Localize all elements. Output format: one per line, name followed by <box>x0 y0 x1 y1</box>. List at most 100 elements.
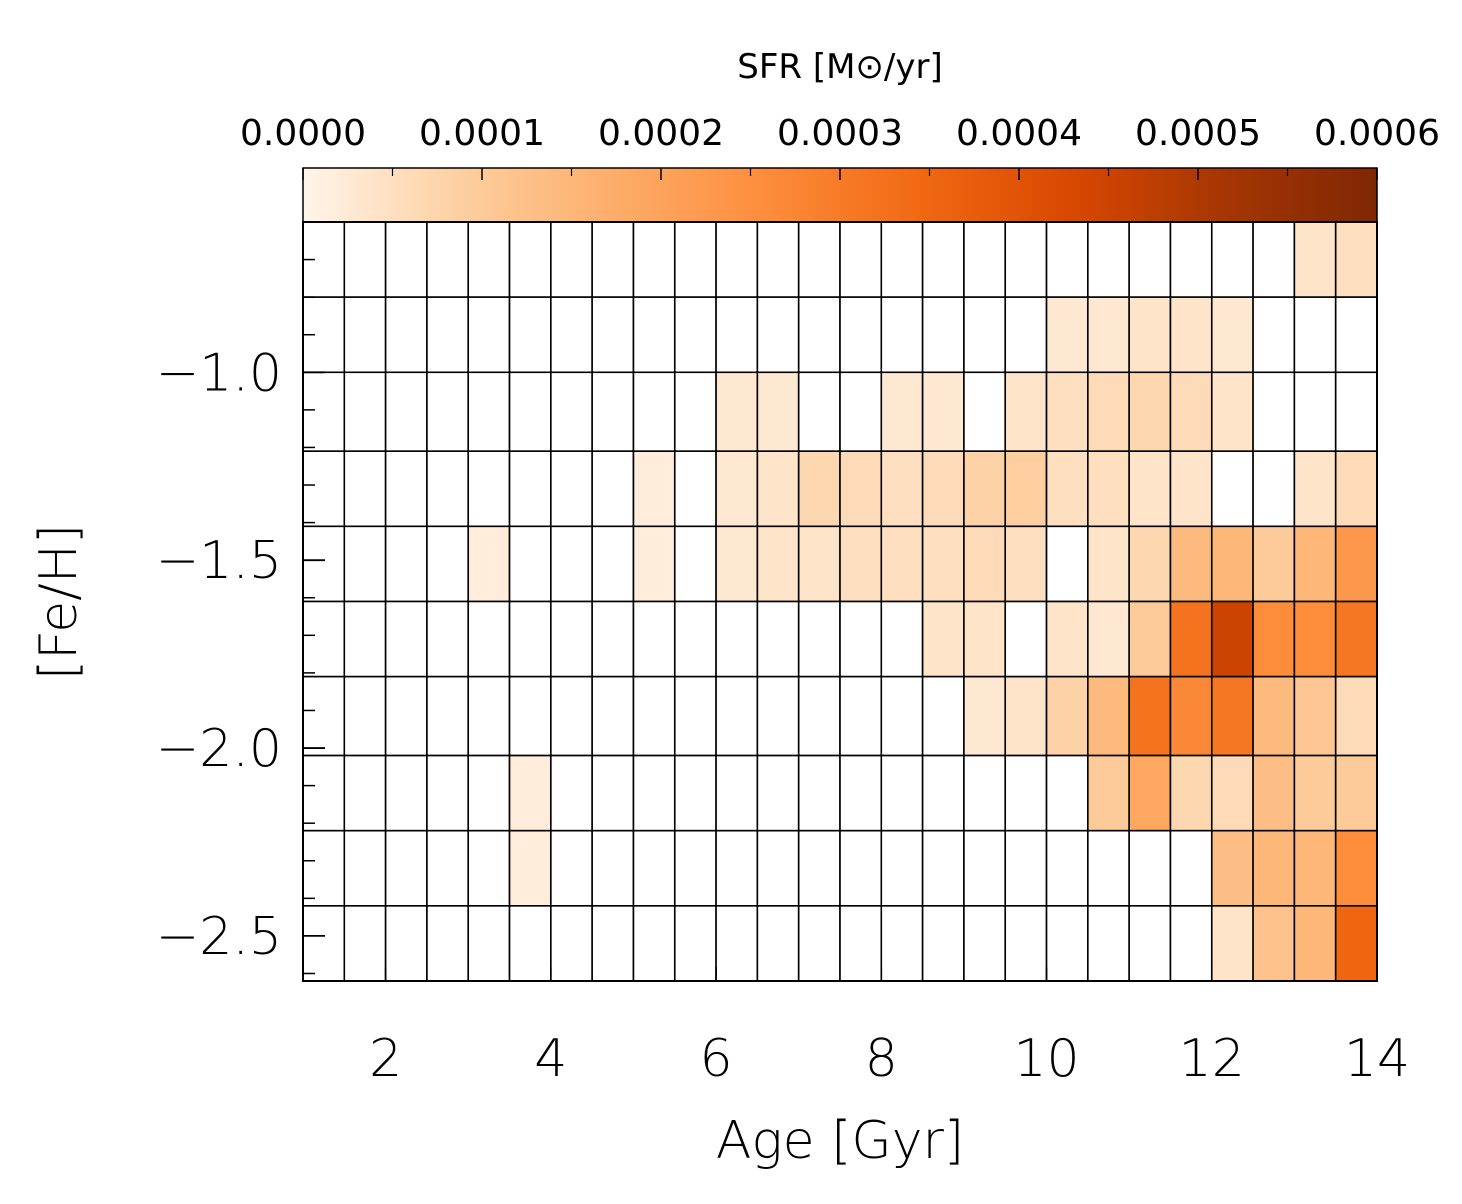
plot-frame <box>302 221 1378 982</box>
heatmap-cell <box>550 450 593 528</box>
heatmap-cell <box>467 371 511 453</box>
heatmap-cell <box>302 525 346 603</box>
heatmap-cell <box>1210 600 1254 678</box>
heatmap-cell <box>880 221 924 298</box>
heatmap-cell <box>591 675 635 757</box>
heatmap-cell <box>1087 829 1130 907</box>
heatmap-cell <box>1210 829 1254 907</box>
heatmap-cell <box>1334 371 1378 453</box>
heatmap-cell <box>508 450 552 528</box>
heatmap-cell <box>1045 905 1089 982</box>
heatmap-cell <box>673 600 717 678</box>
heatmap-cell <box>384 905 428 982</box>
heatmap-cell <box>467 450 511 528</box>
heatmap-cell <box>1169 296 1213 374</box>
heatmap-cell <box>1128 221 1172 298</box>
y-tick-label: −1.5 <box>156 531 282 591</box>
x-tick-label: 6 <box>700 1029 733 1089</box>
heatmap-cell <box>1169 221 1213 298</box>
heatmap-cell <box>467 221 511 298</box>
heatmap-cell <box>715 525 759 603</box>
heatmap-cell <box>963 221 1007 298</box>
heatmap-cell <box>1128 905 1172 982</box>
heatmap-cell <box>1293 371 1337 453</box>
heatmap-cell <box>508 371 552 453</box>
colorbar-tick-label: 0.0000 <box>240 113 366 154</box>
x-tick-label: 10 <box>1013 1029 1079 1089</box>
heatmap-cell <box>880 829 924 907</box>
colorbar-tick-label: 0.0004 <box>956 113 1082 154</box>
heatmap-cell <box>756 371 800 453</box>
heatmap-cell <box>1004 600 1048 678</box>
heatmap-cell <box>1004 296 1048 374</box>
heatmap-cell <box>1169 600 1213 678</box>
heatmap-cell <box>1128 525 1172 603</box>
heatmap-cells <box>302 221 1378 982</box>
heatmap-cell <box>880 675 924 757</box>
heatmap-cell <box>384 221 428 298</box>
heatmap-cell <box>302 600 346 678</box>
heatmap-cell <box>963 905 1007 982</box>
heatmap-cell <box>715 675 759 757</box>
heatmap-cell <box>467 675 511 757</box>
colorbar-tick-label: 0.0005 <box>1135 113 1261 154</box>
heatmap-cell <box>384 829 428 907</box>
heatmap-cell <box>426 450 470 528</box>
heatmap-cell <box>591 525 635 603</box>
y-tick-label: −2.5 <box>156 907 282 967</box>
heatmap-cell <box>797 525 841 603</box>
heatmap-cell <box>1334 905 1378 982</box>
heatmap-cell <box>756 675 800 757</box>
heatmap-cell <box>1252 450 1296 528</box>
heatmap-cell <box>1334 296 1378 374</box>
heatmap-cell <box>1210 450 1254 528</box>
heatmap-cell <box>1004 450 1048 528</box>
heatmap-cell <box>1334 829 1378 907</box>
heatmap-cell <box>1087 296 1130 374</box>
x-axis-ticks: 2 4 6 8 10 12 14 <box>369 967 1410 1089</box>
heatmap-cell <box>426 905 470 982</box>
heatmap-cell <box>839 600 883 678</box>
colorbar-tick-labels: 0.0000 0.0001 0.0002 0.0003 0.0004 0.0005 0.00… <box>240 113 1440 154</box>
heatmap-cell <box>426 829 470 907</box>
heatmap-cell <box>1087 754 1130 832</box>
heatmap-cell <box>1293 754 1337 832</box>
colorbar-tick-label: 0.0003 <box>777 113 903 154</box>
heatmap-cell <box>756 525 800 603</box>
heatmap-cell <box>1128 675 1172 757</box>
heatmap-cell <box>426 600 470 678</box>
heatmap-cell <box>1334 450 1378 528</box>
heatmap-cell <box>508 221 552 298</box>
heatmap-cell <box>302 675 346 757</box>
heatmap-cell <box>839 754 883 832</box>
heatmap-cell <box>550 296 593 374</box>
heatmap-cell <box>921 600 965 678</box>
heatmap-cell <box>1293 600 1337 678</box>
heatmap-cell <box>384 296 428 374</box>
heatmap-cell <box>1087 371 1130 453</box>
heatmap-cell <box>1252 371 1296 453</box>
heatmap-cell <box>797 829 841 907</box>
heatmap-cell <box>550 600 593 678</box>
heatmap-cell <box>1004 675 1048 757</box>
heatmap-cell <box>1210 371 1254 453</box>
heatmap-cell <box>591 829 635 907</box>
heatmap-cell <box>591 600 635 678</box>
heatmap-cell <box>384 450 428 528</box>
heatmap-cell <box>880 371 924 453</box>
heatmap-cell <box>756 600 800 678</box>
heatmap-cell <box>426 221 470 298</box>
heatmap-cell <box>963 829 1007 907</box>
heatmap-cell <box>1252 600 1296 678</box>
heatmap-cell <box>508 525 552 603</box>
heatmap-cell <box>1210 754 1254 832</box>
heatmap-cell <box>880 905 924 982</box>
heatmap-cell <box>1169 525 1213 603</box>
heatmap-cell <box>880 600 924 678</box>
heatmap-cell <box>921 675 965 757</box>
heatmap-cell <box>880 296 924 374</box>
x-axis-label: Age [Gyr] <box>716 1111 964 1171</box>
heatmap-cell <box>550 221 593 298</box>
heatmap-cell <box>550 829 593 907</box>
